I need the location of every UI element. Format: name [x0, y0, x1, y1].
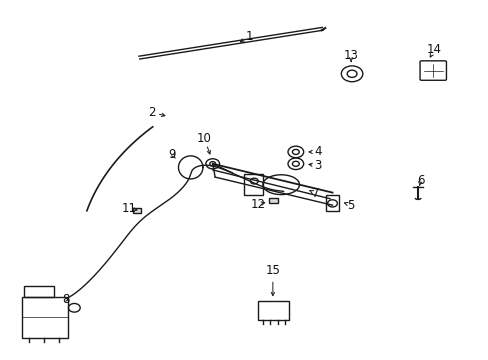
Text: 14: 14 [426, 43, 441, 56]
Text: 15: 15 [265, 264, 280, 277]
Text: 7: 7 [311, 187, 319, 200]
Text: 3: 3 [313, 159, 321, 172]
Bar [268, 198, 277, 203]
Bar [244, 174, 263, 195]
Bar [133, 208, 141, 213]
Bar [257, 301, 289, 320]
Text: 10: 10 [197, 132, 211, 145]
Text: 5: 5 [346, 199, 354, 212]
Text: 9: 9 [168, 148, 176, 161]
Bar [24, 286, 54, 297]
Text: 12: 12 [250, 198, 265, 211]
Text: 13: 13 [343, 49, 358, 62]
Text: 1: 1 [245, 30, 253, 42]
Text: 11: 11 [122, 202, 137, 215]
Bar [22, 297, 68, 338]
Text: 6: 6 [416, 174, 424, 187]
Bar [325, 195, 338, 211]
Text: 8: 8 [62, 293, 70, 306]
Text: 2: 2 [147, 106, 155, 119]
Text: 4: 4 [313, 145, 321, 158]
